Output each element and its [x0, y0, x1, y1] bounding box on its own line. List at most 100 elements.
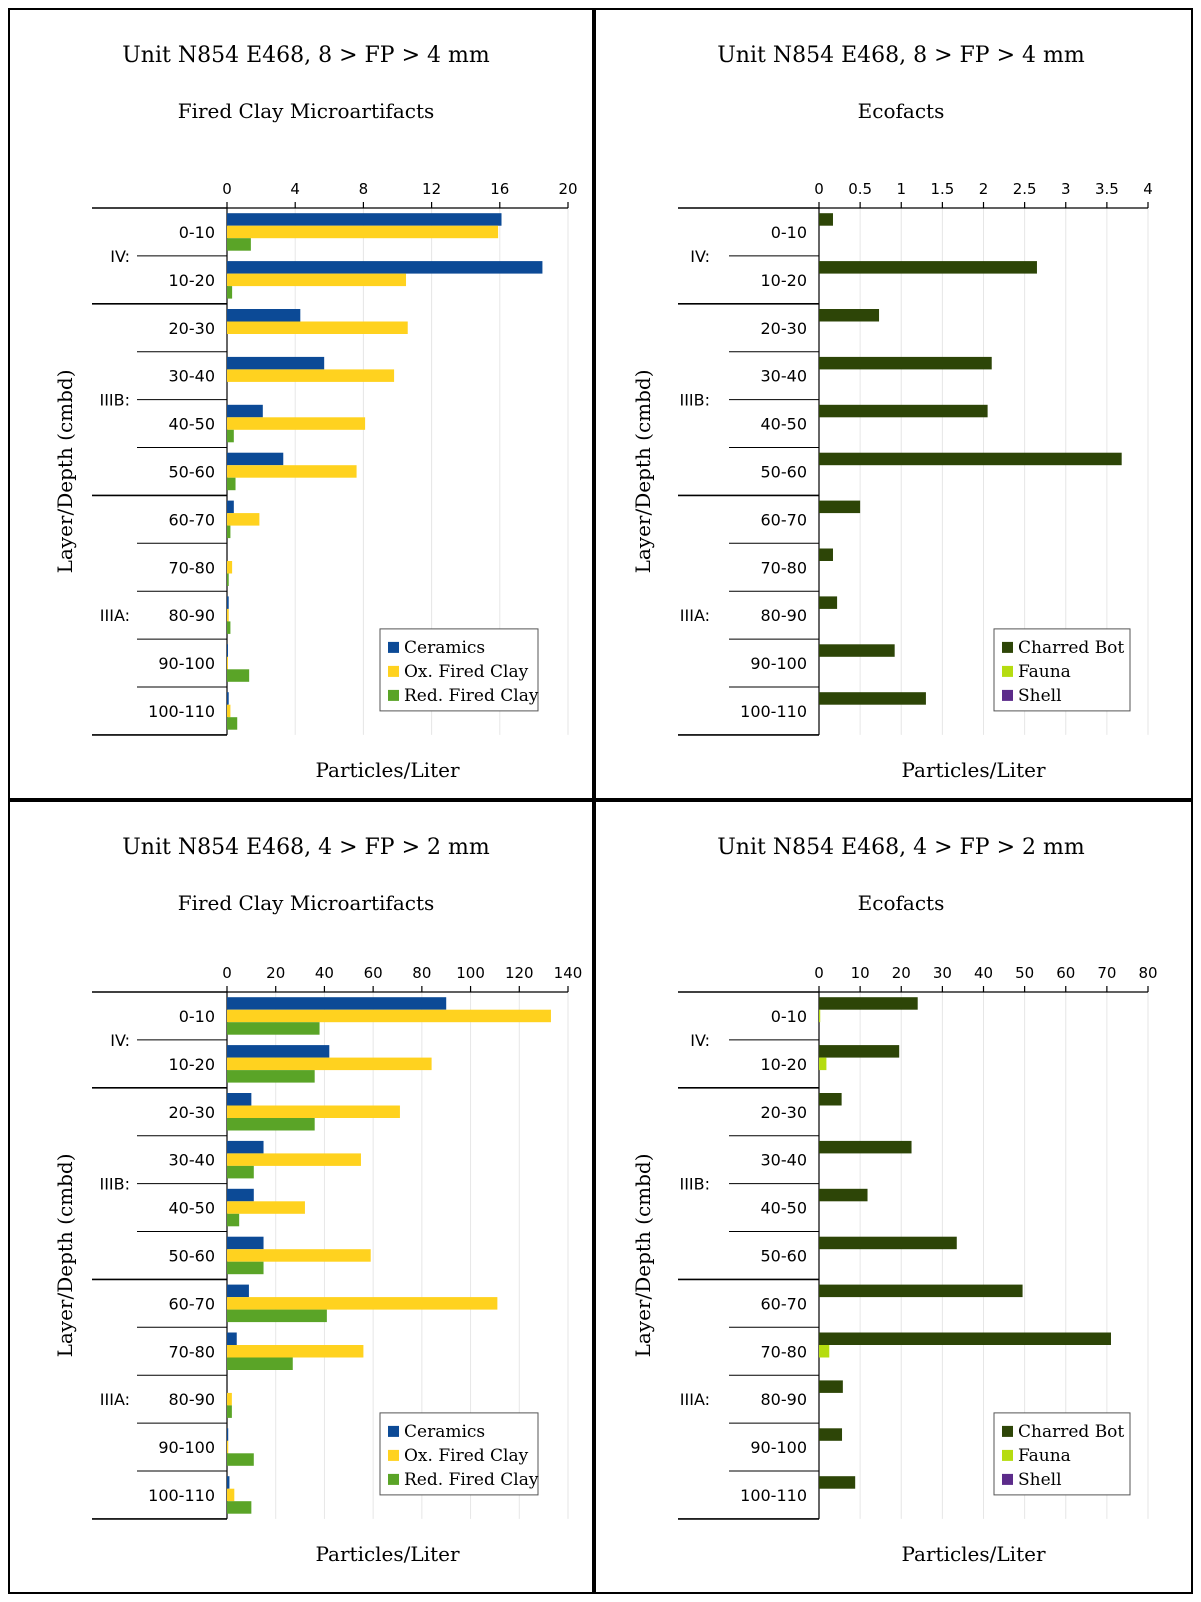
chart-panel-3: Unit N854 E468, 4 > FP > 2 mm Fired Clay …	[8, 800, 594, 1594]
x-tick-label: 4	[290, 180, 300, 198]
chart-title: Unit N854 E468, 8 > FP > 4 mm	[717, 43, 1085, 68]
bar-ceramics	[227, 1476, 230, 1489]
bar-charred-bot	[819, 692, 926, 705]
x-tick-label: 0	[222, 964, 232, 982]
chart-subtitle: Fired Clay Microartifacts	[178, 891, 435, 915]
bar-ox-fired-clay	[227, 656, 228, 670]
category-label: 70-80	[761, 558, 808, 577]
category-label: 0-10	[179, 223, 215, 242]
bar-ceramics	[227, 1093, 252, 1106]
chart-svg: Unit N854 E468, 4 > FP > 2 mm Ecofacts 0 10…	[631, 835, 1158, 1566]
category-label: 80-90	[761, 606, 808, 625]
bar-red-fired-clay	[227, 1453, 254, 1466]
bar-ox-fired-clay	[227, 1488, 235, 1502]
bar-ox-fired-clay	[227, 513, 260, 526]
x-tick-label: 80	[1138, 964, 1157, 982]
bar-red-fired-clay	[227, 1309, 327, 1323]
bar-red-fired-clay	[227, 1213, 240, 1227]
bar-ceramics	[227, 1284, 249, 1298]
layer-label: IIIB:	[99, 391, 130, 410]
legend-label: Ox. Fired Clay	[404, 1446, 529, 1466]
bar-red-fired-clay	[227, 1501, 252, 1514]
category-label: 10-20	[169, 1055, 216, 1074]
legend-swatch	[388, 689, 399, 701]
x-tick-label: 3	[1061, 180, 1071, 198]
layer-label: IIIA:	[680, 606, 710, 625]
bar-ceramics	[227, 1140, 264, 1154]
bar-ox-fired-clay	[227, 465, 357, 478]
category-label: 100-110	[148, 702, 215, 721]
bar-red-fired-clay	[227, 1070, 315, 1083]
bar-ceramics	[227, 1332, 237, 1345]
bar-ceramics	[227, 213, 502, 226]
legend-label: Ceramics	[404, 1422, 485, 1442]
layer-label: IV:	[110, 247, 130, 266]
bar-red-fired-clay	[227, 573, 229, 586]
layer-label: IV:	[110, 1031, 130, 1050]
legend-swatch	[1002, 1449, 1013, 1461]
x-tick-label: 2	[979, 180, 989, 198]
x-tick-label: 60	[364, 964, 383, 982]
bar-ceramics	[227, 1188, 254, 1202]
bar-ceramics	[227, 261, 543, 274]
bar-charred-bot	[819, 356, 992, 370]
category-label: 10-20	[761, 1055, 808, 1074]
x-tick-label: 40	[315, 964, 334, 982]
chart-subtitle: Ecofacts	[858, 99, 945, 123]
x-tick-label: 12	[422, 180, 441, 198]
layer-label: IIIB:	[99, 1175, 130, 1194]
category-label: 0-10	[771, 1007, 807, 1026]
legend-box	[379, 628, 539, 712]
bar-red-fired-clay	[227, 238, 251, 251]
bar-ox-fired-clay	[227, 417, 366, 430]
legend-swatch	[1002, 665, 1013, 677]
bar-charred-bot	[819, 1380, 843, 1393]
chart-panel-1: Unit N854 E468, 8 > FP > 4 mm Fired Clay …	[8, 8, 594, 800]
x-tick-label: 16	[490, 180, 509, 198]
bar-red-fired-clay	[227, 621, 231, 634]
category-label: 20-30	[169, 1103, 216, 1122]
bar-ceramics	[227, 500, 234, 514]
bar-charred-bot	[819, 1428, 843, 1441]
legend-label: Shell	[1018, 686, 1062, 706]
legend-swatch	[388, 1425, 399, 1437]
legend-swatch	[388, 1473, 399, 1485]
legend-label: Ox. Fired Clay	[404, 662, 529, 682]
x-tick-label: 0	[814, 964, 824, 982]
layer-label: IV:	[690, 247, 710, 266]
bar-ceramics	[227, 452, 284, 466]
x-tick-label: 4	[1143, 180, 1153, 198]
bar-ceramics	[227, 692, 229, 705]
bar-charred-bot	[819, 997, 918, 1010]
category-label: 60-70	[761, 510, 808, 529]
bar-charred-bot	[819, 500, 861, 514]
chart-svg: Unit N854 E468, 8 > FP > 4 mm Fired Clay …	[53, 43, 578, 782]
category-label: 100-110	[740, 702, 807, 721]
legend: Ceramics Ox. Fired Clay Red. Fired Clay	[379, 1412, 539, 1496]
category-label: 50-60	[169, 462, 216, 481]
category-label: 10-20	[169, 271, 216, 290]
x-tick-label: 1.5	[930, 180, 954, 198]
bar-ceramics	[227, 1045, 330, 1058]
layer-label: IIIB:	[679, 391, 710, 410]
category-label: 100-110	[740, 1486, 807, 1505]
x-tick-label: 0.5	[848, 180, 872, 198]
bar-ceramics	[227, 644, 228, 657]
layer-label: IIIA:	[100, 1390, 130, 1409]
bar-ceramics	[227, 596, 229, 609]
x-axis-title: Particles/Liter	[901, 1542, 1045, 1566]
bar-ceramics	[227, 404, 263, 418]
bar-red-fired-clay	[227, 1357, 293, 1370]
legend-label: Shell	[1018, 1470, 1062, 1490]
bar-ox-fired-clay	[227, 1297, 498, 1310]
bar-charred-bot	[819, 213, 833, 226]
bar-red-fired-clay	[227, 717, 238, 730]
legend-label: Fauna	[1018, 662, 1071, 682]
x-tick-label: 100	[456, 964, 485, 982]
y-axis-title: Layer/Depth (cmbd)	[631, 369, 655, 573]
legend-swatch	[1002, 1425, 1013, 1437]
x-tick-label: 8	[359, 180, 369, 198]
x-tick-label: 30	[933, 964, 952, 982]
bar-red-fired-clay	[227, 1261, 264, 1275]
